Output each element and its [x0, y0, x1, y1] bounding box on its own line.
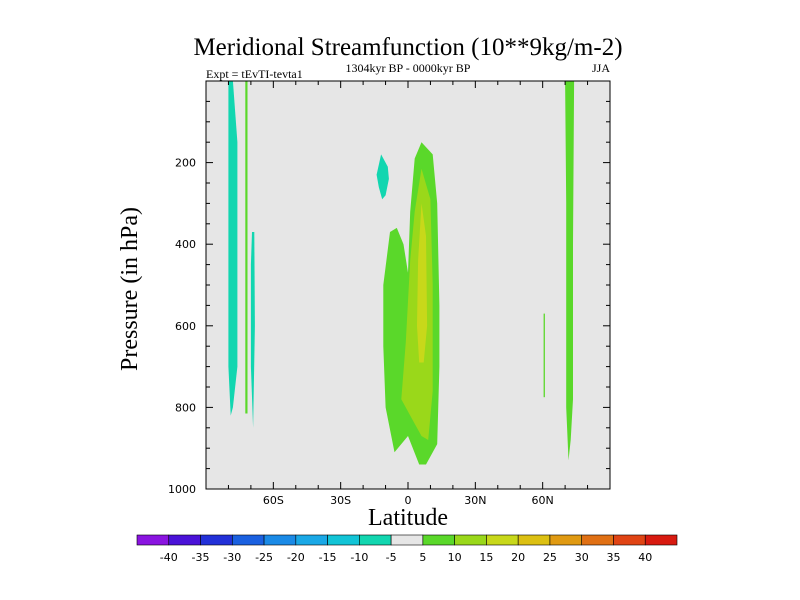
colorbar-label: -35	[192, 551, 210, 564]
colorbar-box	[136, 534, 170, 546]
colorbar: -40 -35 -30 -25 -20 -15 -10 -5 5 10 15 20 25 30 35 40	[136, 534, 678, 564]
x-tick-label: 0	[405, 494, 412, 507]
colorbar-label: -25	[255, 551, 273, 564]
x-tick-label: 30N	[464, 494, 486, 507]
colorbar-box	[486, 534, 519, 546]
colorbar-box	[359, 534, 392, 546]
colorbar-label: 20	[511, 551, 525, 564]
colorbar-box	[231, 534, 265, 546]
colorbar-box	[168, 534, 201, 546]
colorbar-label: -30	[223, 551, 241, 564]
x-tick-label: 60N	[532, 494, 554, 507]
colorbar-label: 5	[419, 551, 426, 564]
x-tick-label: 60S	[263, 494, 284, 507]
x-axis-label: Latitude	[368, 505, 448, 531]
region-sh-polar-neg-band	[228, 81, 238, 416]
colorbar-box	[263, 534, 297, 546]
y-tick-label: 800	[175, 401, 196, 414]
y-tick-label: 1000	[168, 483, 196, 496]
colorbar-label: 15	[479, 551, 493, 564]
colorbar-label: 40	[638, 551, 652, 564]
colorbar-box	[644, 534, 678, 546]
region-nh-pos-thin-line	[543, 313, 545, 398]
colorbar-box	[613, 534, 646, 546]
contour-regions	[228, 81, 575, 465]
region-nh-polar-pos-band	[565, 81, 575, 461]
region-sh-neg-lower-band	[250, 232, 255, 428]
colorbar-box	[390, 534, 424, 546]
colorbar-box	[581, 534, 614, 546]
colorbar-box	[517, 534, 551, 546]
colorbar-label: 10	[448, 551, 462, 564]
y-tick-label: 400	[175, 238, 196, 251]
y-axis-label: Pressure (in hPa)	[117, 207, 143, 371]
region-sh-subtropic-neg-blob	[376, 154, 389, 200]
season-label: JJA	[592, 61, 610, 75]
region-tropic-pos-core	[417, 203, 428, 363]
colorbar-label: -40	[160, 551, 178, 564]
colorbar-label: -5	[386, 551, 397, 564]
colorbar-label: 25	[543, 551, 557, 564]
chart-title: Meridional Streamfunction (10**9kg/m-2)	[193, 34, 622, 61]
experiment-label: Expt = tEvTI-tevta1	[206, 67, 303, 81]
colorbar-box	[549, 534, 583, 546]
colorbar-label: -20	[287, 551, 305, 564]
colorbar-box	[422, 534, 455, 546]
colorbar-box	[200, 534, 233, 546]
x-tick-label: 30S	[330, 494, 351, 507]
axis-ticks: 60S 30S 0 30N 60N 200 400 600 800 1000	[168, 81, 611, 507]
colorbar-box	[295, 534, 328, 546]
colorbar-box	[454, 534, 487, 546]
colorbar-label: 30	[575, 551, 589, 564]
colorbar-label: -10	[350, 551, 368, 564]
y-tick-label: 200	[175, 157, 196, 170]
region-sh-pos-thin-band	[245, 81, 248, 414]
colorbar-label: -15	[319, 551, 337, 564]
colorbar-box	[327, 534, 360, 546]
y-tick-label: 600	[175, 320, 196, 333]
period-label: 1304kyr BP - 0000kyr BP	[346, 61, 471, 75]
colorbar-label: 35	[606, 551, 620, 564]
